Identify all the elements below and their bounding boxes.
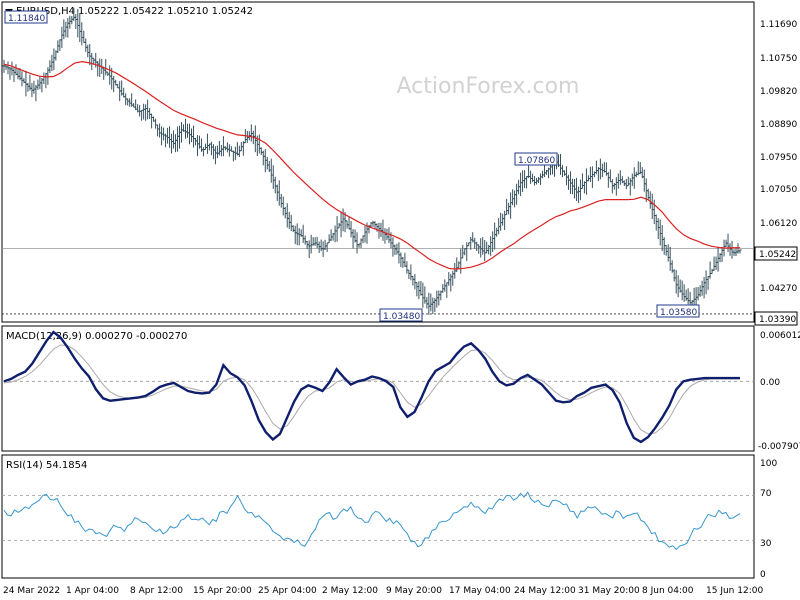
rsi-title: RSI(14) 54.1854 [6, 460, 87, 471]
macd-layer [3, 330, 740, 444]
price-tick: 1.06120 [760, 219, 797, 229]
svg-text:1.03580: 1.03580 [660, 308, 697, 318]
reference-lines [2, 248, 754, 541]
time-tick: 2 May 12:00 [322, 586, 378, 596]
price-panel-frame [1, 1, 755, 323]
time-tick: 25 Apr 04:00 [258, 586, 317, 596]
svg-text:1.03480: 1.03480 [383, 312, 420, 322]
time-tick: 1 Apr 04:00 [66, 586, 119, 596]
price-tick: 1.09820 [760, 87, 797, 97]
price-bars [2, 8, 742, 315]
macd-tick: 0.00 [760, 378, 780, 388]
rsi-panel-frame [1, 454, 755, 579]
price-tick: 1.07050 [760, 185, 797, 195]
current-price-tag: 1.05242 [754, 246, 798, 261]
macd-axis: 0.006012 0.00 -0.007907 [758, 331, 800, 452]
low-price-tag: 1.03390 [754, 311, 798, 326]
svg-text:1.05242: 1.05242 [759, 250, 796, 260]
svg-text:1.07860: 1.07860 [518, 156, 555, 166]
swing-labels: 1.11840 1.07860 1.03480 1.03580 [4, 10, 700, 322]
price-tick: 1.10750 [760, 54, 797, 64]
swing-label: 1.11840 [4, 10, 48, 24]
rsi-axis: 100 70 30 0 [760, 459, 777, 580]
time-tick: 8 Apr 12:00 [130, 586, 183, 596]
ohlc-readout: 1.05222 1.05422 1.05210 1.05242 [78, 6, 253, 17]
price-tick: 1.08890 [760, 120, 797, 130]
time-tick: 9 May 20:00 [386, 586, 442, 596]
rsi-line [3, 491, 741, 551]
rsi-tick: 30 [760, 539, 772, 549]
price-bar [738, 249, 742, 254]
time-tick: 15 Apr 20:00 [193, 586, 252, 596]
macd-tick: 0.006012 [760, 331, 800, 341]
time-axis: 24 Mar 2022 1 Apr 04:00 8 Apr 12:00 15 A… [3, 586, 763, 596]
price-tick: 1.11690 [760, 20, 797, 30]
swing-label: 1.03480 [379, 308, 423, 322]
time-tick: 17 May 04:00 [449, 586, 511, 596]
moving-average-line [3, 61, 740, 270]
rsi-tick: 0 [760, 570, 766, 580]
macd-line [3, 330, 740, 444]
time-tick: 24 May 12:00 [514, 586, 576, 596]
svg-text:1.11840: 1.11840 [8, 14, 45, 24]
moving-average-layer [3, 61, 740, 270]
time-tick: 24 Mar 2022 [3, 586, 60, 596]
time-tick: 15 Jun 12:00 [706, 586, 763, 596]
macd-title: MACD(12,26,9) 0.000270 -0.000270 [6, 331, 187, 342]
price-tick: 1.07950 [760, 153, 797, 163]
rsi-layer [3, 491, 741, 551]
svg-text:1.03390: 1.03390 [759, 315, 796, 325]
time-tick: 8 Jun 04:00 [642, 586, 694, 596]
price-axis: 1.11690 1.10750 1.09820 1.08890 1.07950 … [760, 20, 797, 294]
rsi-tick: 70 [760, 489, 772, 499]
swing-label: 1.03580 [656, 304, 700, 318]
macd-panel-frame [1, 325, 755, 452]
swing-label: 1.07860 [514, 152, 558, 166]
rsi-tick: 100 [760, 459, 777, 469]
time-tick: 31 May 20:00 [578, 586, 640, 596]
price-tick: 1.04270 [760, 284, 797, 294]
macd-tick: -0.007907 [758, 442, 800, 452]
watermark: ActionForex.com [397, 74, 580, 99]
